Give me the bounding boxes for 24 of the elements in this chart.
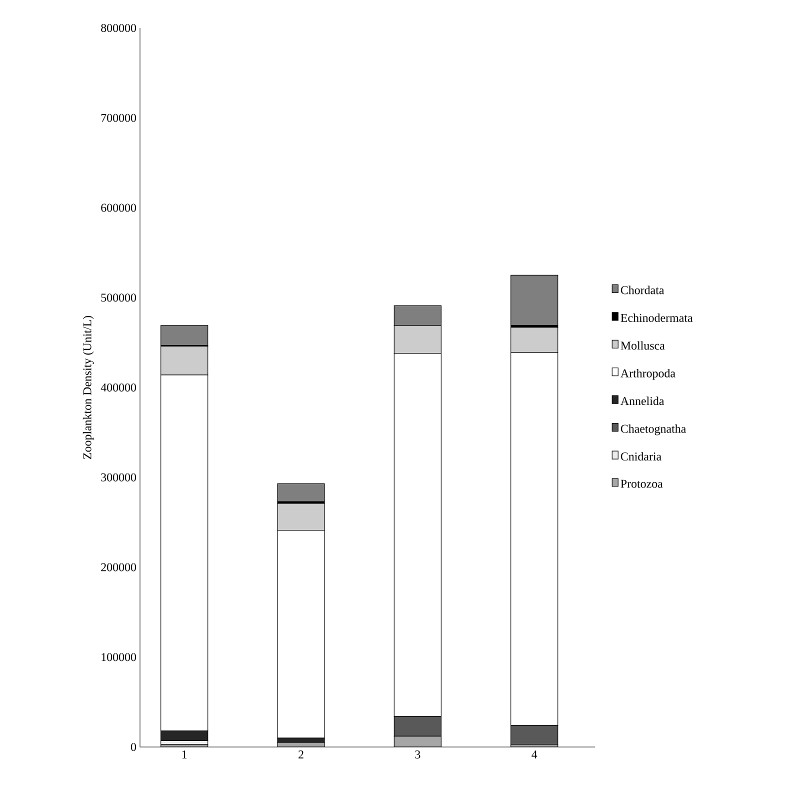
- y-tick-label: 500000: [101, 294, 136, 302]
- y-axis-title: Zooplankton Density (Unit/L): [82, 316, 94, 459]
- legend-label: Chordata: [620, 286, 664, 294]
- legend-label: Protozoa: [620, 480, 663, 488]
- bar: [394, 736, 442, 747]
- legend-label: Echinodermata: [620, 314, 693, 322]
- x-tick-label: 1: [182, 750, 187, 758]
- bar: [510, 274, 558, 326]
- y-tick-label: 0: [130, 742, 136, 752]
- legend-label: Chaetognatha: [620, 424, 686, 436]
- x-tick-label: 2: [298, 750, 304, 758]
- legend-label: Cnidaria: [620, 452, 662, 461]
- y-tick-label: 100000: [102, 653, 136, 662]
- y-tick-label: 600000: [101, 204, 136, 212]
- y-tick-label: 700000: [101, 114, 136, 122]
- legend-label: Annelida: [620, 396, 664, 406]
- y-tick-label: 400000: [100, 383, 136, 392]
- x-tick-label: 4: [532, 750, 538, 758]
- legend-label: Mollusca: [620, 341, 665, 350]
- y-tick-label: 200000: [101, 563, 136, 572]
- x-tick-label: 3: [415, 750, 420, 759]
- y-tick-label: 800000: [101, 24, 136, 32]
- legend-label: Arthropoda: [620, 368, 676, 380]
- y-tick-label: 300000: [101, 473, 136, 482]
